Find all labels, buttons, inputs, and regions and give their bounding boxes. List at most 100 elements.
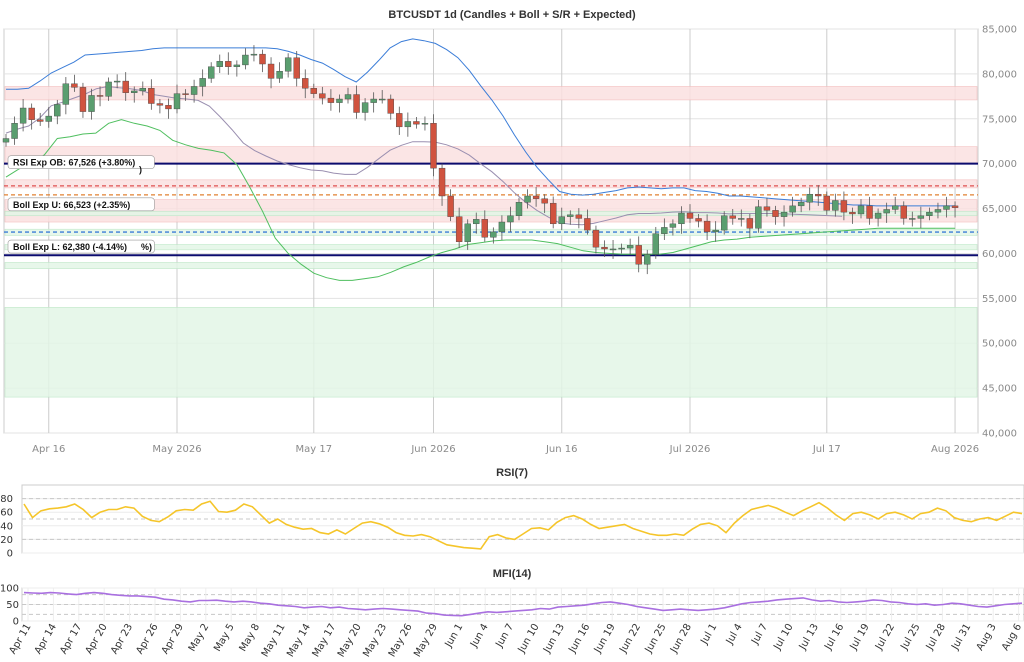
candle-body	[447, 195, 454, 217]
candle-body	[951, 205, 959, 208]
candle-body	[601, 246, 608, 250]
rsi-y-ticks: 0 20 40 60 80	[0, 494, 13, 559]
candle-body	[19, 107, 27, 124]
candle-body	[746, 218, 754, 229]
price-x-tick-label: Jul 17	[812, 444, 841, 455]
mfi-x-tick-label: Jul 28	[924, 622, 948, 653]
candle-body	[815, 193, 822, 197]
mfi-x-tick-label: Jul 13	[797, 622, 821, 653]
price-y-tick-label: 75,000	[982, 114, 1017, 125]
candle-body	[550, 202, 557, 225]
mfi-chart-title: MFI(14)	[493, 568, 532, 580]
mfi-x-tick-label: Jun 16	[567, 622, 593, 656]
candle-body	[182, 93, 189, 95]
candle-body	[823, 195, 830, 211]
candle-body	[584, 218, 591, 231]
candle-body	[900, 205, 907, 219]
rsi-y-tick-label: 80	[0, 494, 13, 505]
expected-label-text: RSI Exp OB: 67,526 (+3.80%)	[13, 158, 135, 168]
candle-body	[319, 93, 326, 99]
rsi-chart-title: RSI(7)	[496, 467, 528, 479]
candle-body	[797, 202, 805, 207]
mfi-x-tick-label: Apr 23	[109, 622, 135, 656]
mfi-x-tick-label: Apr 14	[33, 622, 59, 656]
expected-label-box	[7, 239, 155, 254]
candle-body	[712, 229, 719, 233]
price-chart-title: BTCUSDT 1d (Candles + Boll + S/R + Expec…	[388, 9, 636, 21]
candle-body	[310, 88, 317, 94]
candle-body	[284, 57, 292, 72]
candle-body	[28, 107, 35, 120]
price-x-tick-label: May 17	[296, 444, 333, 455]
candle-body	[207, 66, 215, 79]
candle-body	[892, 205, 899, 210]
candle-body	[148, 88, 155, 104]
price-y-tick-label: 65,000	[982, 204, 1017, 215]
candle-body	[464, 223, 471, 242]
candle-body	[635, 245, 642, 265]
candle-body	[669, 223, 677, 228]
candle-body	[165, 105, 172, 110]
candle-body	[37, 119, 44, 122]
support-zone	[4, 244, 978, 251]
candle-body	[336, 98, 343, 103]
resistance-zone	[4, 86, 978, 101]
candle-body	[438, 167, 446, 197]
candle-body	[62, 83, 70, 105]
mfi-x-tick-label: Jul 25	[899, 622, 923, 653]
candle-body	[353, 94, 360, 113]
candle-body	[832, 200, 839, 211]
candle-body	[344, 94, 352, 100]
candle-body	[259, 53, 266, 65]
candle-body	[455, 216, 463, 242]
candle-body	[857, 205, 865, 215]
candle-body	[233, 64, 241, 67]
mfi-x-tick-label: Jun 19	[592, 622, 618, 656]
price-x-tick-label: Jul 2026	[669, 444, 711, 455]
mfi-x-tick-label: Jun 25	[643, 622, 669, 656]
mfi-x-tick-label: Jul 22	[873, 622, 897, 653]
rsi-y-tick-label: 0	[7, 549, 13, 560]
candle-body	[943, 205, 950, 210]
candle-body	[113, 80, 121, 83]
price-x-ticks: Apr 16 May 2026 May 17 Jun 2026 Jun 16 Jul 20…	[32, 444, 979, 455]
candle-body	[242, 54, 249, 66]
candle-body	[11, 123, 18, 139]
mfi-y-ticks: 0 50 100	[0, 584, 19, 628]
candle-body	[592, 229, 600, 248]
candle-body	[524, 195, 531, 203]
candle-body	[806, 193, 813, 203]
candle-body	[874, 212, 882, 219]
price-y-tick-label: 80,000	[982, 69, 1017, 80]
candle-body	[678, 212, 685, 225]
candle-body	[567, 214, 574, 217]
candle-body	[541, 198, 548, 204]
price-x-tick-label: Jun 2026	[410, 444, 455, 455]
mfi-series-line	[23, 591, 1023, 617]
price-x-tick-label: Aug 2026	[931, 444, 979, 455]
price-y-ticks: 40,000 45,000 50,000 55,000 60,000 65,000 70,0…	[982, 25, 1017, 440]
candle-body	[780, 211, 788, 217]
candle-body	[54, 104, 61, 117]
price-y-tick-label: 60,000	[982, 249, 1017, 260]
candle-body	[755, 206, 762, 229]
price-panel: RSI Exp OB: 67,526 (+3.80%) Boll Exp U: 6…	[2, 9, 1017, 455]
candle-body	[926, 211, 933, 216]
mfi-x-tick-label: Jun 22	[617, 622, 643, 656]
expected-label-text: Boll Exp L: 62,380 (-4.14%)	[13, 242, 127, 252]
mfi-x-tick-label: May 5	[212, 622, 237, 654]
mfi-x-tick-label: Apr 26	[134, 622, 160, 656]
candle-body	[703, 220, 711, 233]
mfi-x-tick-label: May 29	[412, 622, 440, 659]
candle-body	[173, 93, 181, 110]
mfi-y-tick-label: 100	[0, 584, 19, 595]
mfi-x-tick-label: Jul 10	[772, 622, 796, 653]
mfi-x-tick-label: Jun 28	[668, 622, 694, 656]
mfi-x-tick-label: Aug 6	[1000, 622, 1024, 653]
candle-body	[156, 103, 164, 106]
candle-body	[515, 202, 523, 216]
candle-body	[507, 215, 514, 223]
mfi-x-tick-label: May 20	[336, 622, 364, 659]
